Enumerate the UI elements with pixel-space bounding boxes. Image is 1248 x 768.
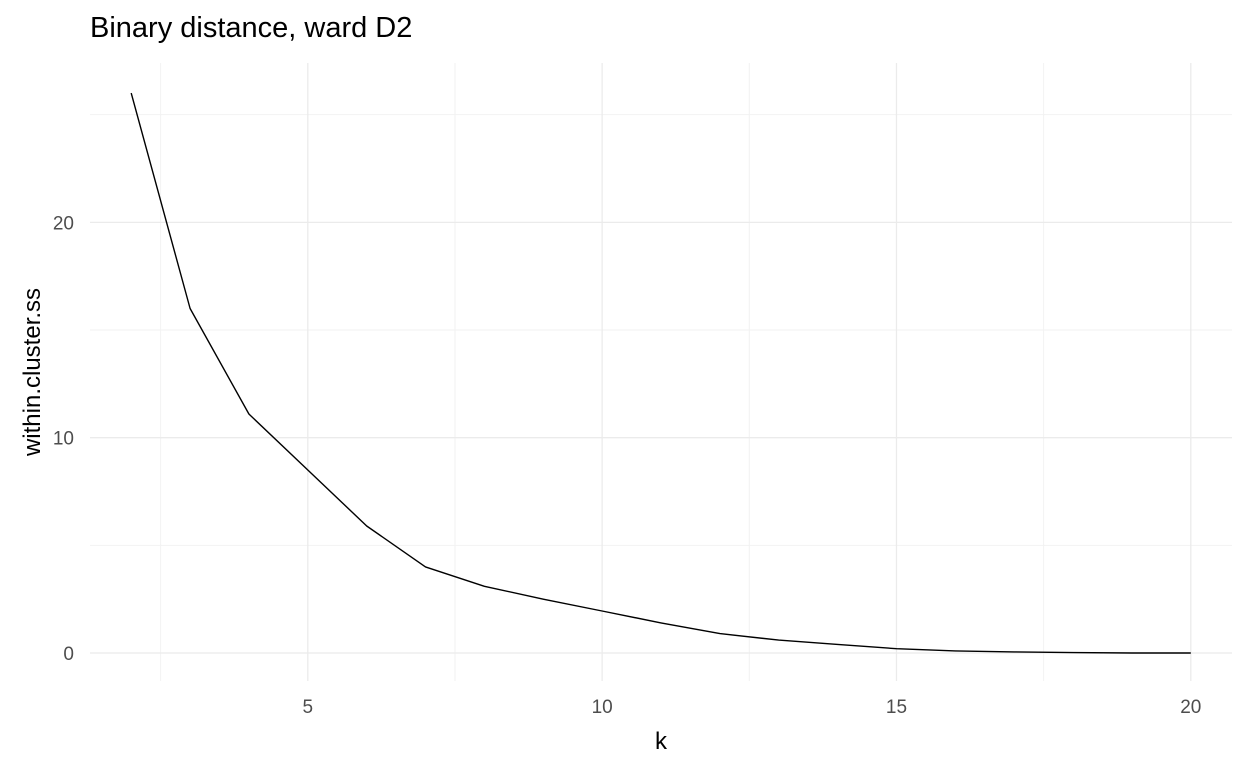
x-axis-title: k [655, 728, 668, 755]
y-tick-label: 0 [63, 644, 74, 665]
y-tick-label: 20 [53, 213, 74, 234]
x-tick-label: 5 [303, 697, 314, 718]
y-axis-title: within.cluster.ss [19, 288, 46, 457]
y-axis-ticks: 0 10 20 [53, 213, 74, 665]
x-tick-label: 20 [1180, 697, 1201, 718]
chart-title: Binary distance, ward D2 [90, 12, 413, 44]
x-tick-label: 15 [886, 697, 907, 718]
series-layer [130, 92, 1191, 654]
y-tick-label: 10 [53, 429, 74, 450]
series-line-0 [130, 92, 1191, 654]
grid-layer [90, 63, 1232, 681]
x-tick-label: 10 [592, 697, 613, 718]
x-axis-ticks: 5 10 15 20 [303, 697, 1202, 718]
